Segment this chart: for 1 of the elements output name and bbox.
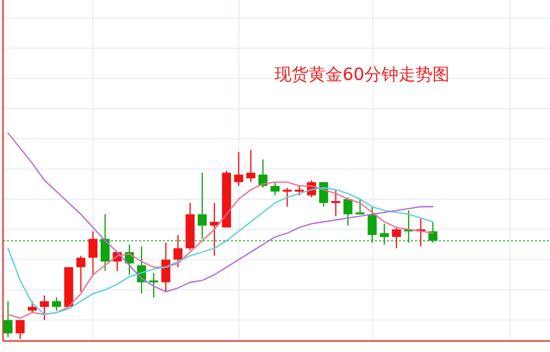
chart-title: 现货黄金60分钟走势图 xyxy=(274,65,450,85)
